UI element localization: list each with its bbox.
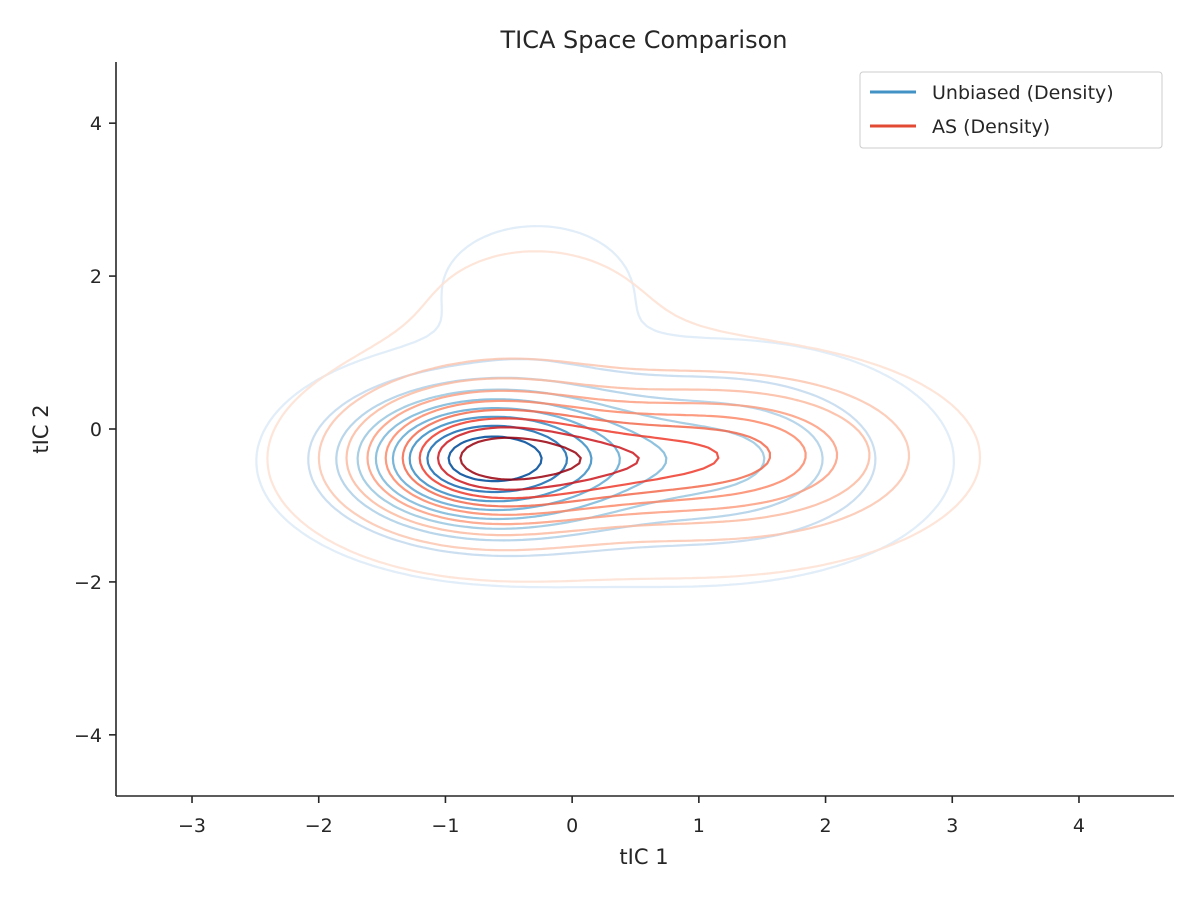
x-axis-ticks: −3 −2 −1 0 1 2 3 4 (178, 796, 1085, 837)
y-tick-label: 2 (90, 266, 102, 288)
legend-box (859, 71, 1163, 149)
y-tick-label: 4 (90, 113, 102, 135)
contour-level-line (317, 357, 911, 552)
legend: Unbiased (Density) AS (Density) (859, 71, 1163, 149)
contour-level-line (374, 398, 668, 521)
y-axis-label: tIC 2 (29, 404, 53, 453)
contour-level-line (307, 358, 877, 558)
x-tick-label: −3 (178, 815, 206, 837)
contour-level-line (356, 388, 766, 530)
series-contours-0 (255, 225, 955, 589)
x-axis-label: tIC 1 (619, 845, 668, 869)
x-tick-label: 4 (1073, 815, 1085, 837)
contour-level-line (436, 426, 640, 491)
contour-level-line (447, 435, 543, 483)
contour-level-line (266, 250, 982, 583)
x-tick-label: 2 (820, 815, 832, 837)
chart-title: TICA Space Comparison (499, 26, 787, 54)
y-tick-label: −4 (74, 725, 102, 747)
legend-label-unbiased: Unbiased (Density) (932, 82, 1114, 104)
y-tick-label: 0 (90, 419, 102, 441)
contour-level-line (255, 225, 955, 589)
x-tick-label: −2 (305, 815, 333, 837)
x-tick-label: 1 (693, 815, 705, 837)
y-axis-ticks: −4 −2 0 2 4 (74, 113, 116, 747)
series-contours-1 (266, 250, 982, 583)
x-tick-label: 3 (946, 815, 958, 837)
contour-level-line (408, 415, 593, 503)
x-tick-label: 0 (566, 815, 578, 837)
x-tick-label: −1 (431, 815, 459, 837)
contour-layer (255, 225, 982, 589)
contour-level-line (345, 377, 871, 537)
contour-level-line (418, 417, 720, 500)
contour-level-line (459, 436, 582, 481)
contour-level-line (384, 399, 807, 516)
contour-level-line (366, 389, 839, 526)
legend-label-as: AS (Density) (932, 116, 1050, 138)
contour-level-line (401, 408, 771, 508)
y-tick-label: −2 (74, 572, 102, 594)
